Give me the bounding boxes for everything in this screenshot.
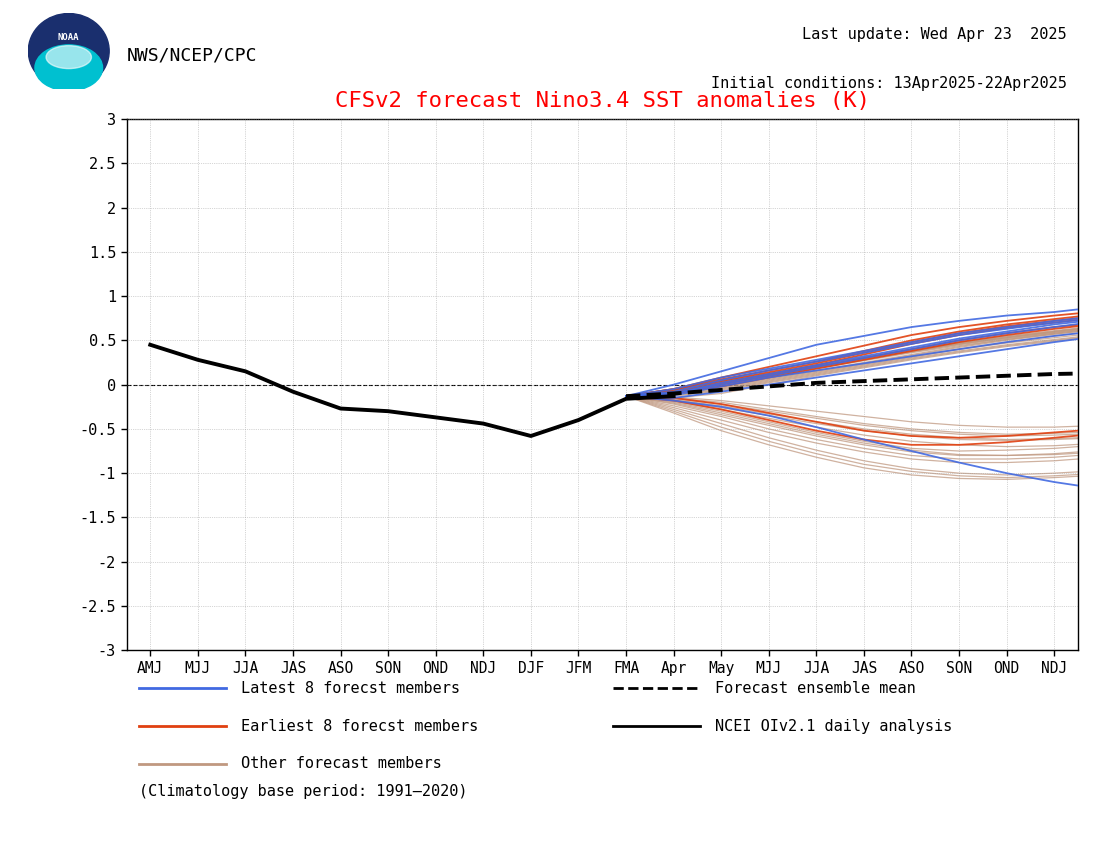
Title: CFSv2 forecast Nino3.4 SST anomalies (K): CFSv2 forecast Nino3.4 SST anomalies (K): [334, 90, 870, 110]
Text: Earliest 8 forecst members: Earliest 8 forecst members: [241, 718, 477, 734]
Text: NOAA: NOAA: [58, 33, 79, 42]
Text: Last update: Wed Apr 23  2025: Last update: Wed Apr 23 2025: [802, 26, 1067, 42]
Text: (Climatology base period: 1991–2020): (Climatology base period: 1991–2020): [139, 784, 468, 799]
Text: Latest 8 forecst members: Latest 8 forecst members: [241, 681, 460, 696]
Text: Forecast ensemble mean: Forecast ensemble mean: [715, 681, 915, 696]
Ellipse shape: [35, 45, 102, 91]
Text: Other forecast members: Other forecast members: [241, 756, 441, 772]
Text: NWS/NCEP/CPC: NWS/NCEP/CPC: [126, 46, 257, 65]
Ellipse shape: [46, 46, 91, 69]
Text: Initial conditions: 13Apr2025-22Apr2025: Initial conditions: 13Apr2025-22Apr2025: [711, 76, 1067, 91]
Text: NCEI OIv2.1 daily analysis: NCEI OIv2.1 daily analysis: [715, 718, 953, 734]
Ellipse shape: [29, 14, 109, 88]
